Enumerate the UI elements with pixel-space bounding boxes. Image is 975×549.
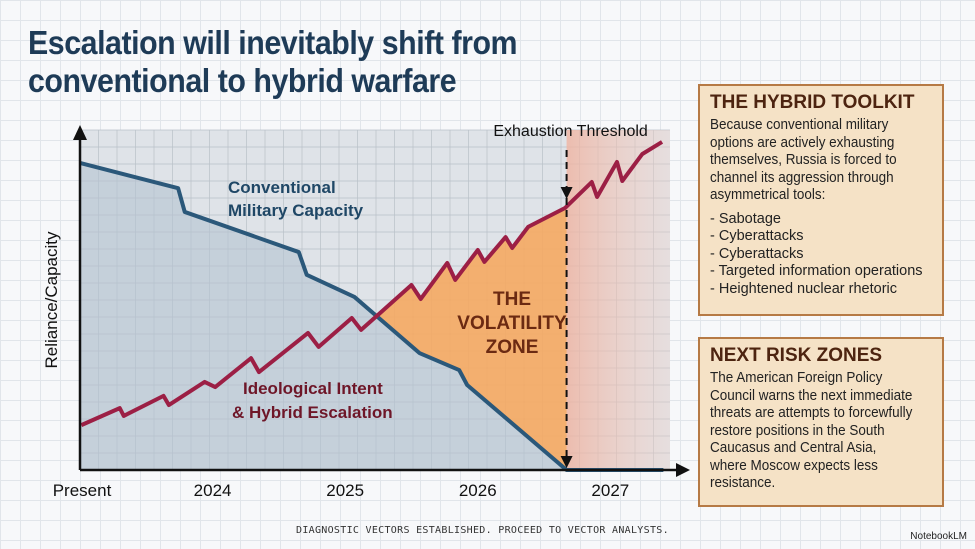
volatility-zone xyxy=(376,206,567,470)
volatility-zone-label: THE xyxy=(493,289,531,310)
x-tick-label: 2026 xyxy=(459,481,497,500)
toolkit-panel: THE HYBRID TOOLKIT Because conventional … xyxy=(698,84,944,316)
x-tick-label: 2027 xyxy=(591,481,629,500)
arrow-up-icon xyxy=(73,125,87,140)
toolkit-item: - Sabotage xyxy=(710,210,781,227)
hybrid-series-label: Ideological Intent xyxy=(243,379,383,398)
footer-status: DIAGNOSTIC VECTORS ESTABLISHED. PROCEED … xyxy=(296,525,669,536)
toolkit-body: Because conventional military options ar… xyxy=(710,117,897,203)
risk-body: The American Foreign Policy Council warn… xyxy=(710,370,913,491)
x-tick-label: 2024 xyxy=(194,481,232,500)
x-tick-label: 2025 xyxy=(326,481,364,500)
risk-heading: NEXT RISK ZONES xyxy=(710,345,883,366)
toolkit-item: - Targeted information operations xyxy=(710,263,923,279)
conventional-series-label: Military Capacity xyxy=(228,201,364,220)
arrow-down-icon xyxy=(560,187,573,199)
arrow-down-icon xyxy=(560,456,573,468)
toolkit-item: - Cyberattacks xyxy=(710,245,804,262)
conventional-capacity-line xyxy=(79,161,664,472)
conventional-area xyxy=(80,162,567,471)
arrow-right-icon xyxy=(676,463,690,477)
volatility-zone-label: ZONE xyxy=(486,337,539,358)
y-axis-label: Reliance/Capacity xyxy=(42,231,61,369)
risk-panel: NEXT RISK ZONES The American Foreign Pol… xyxy=(698,337,944,507)
toolkit-list: - Sabotage - Cyberattacks - Cyberattacks - … xyxy=(710,211,932,299)
volatility-zone-label: VOLATILITY xyxy=(457,313,567,334)
x-tick-label: Present xyxy=(53,481,112,500)
page-title: Escalation will inevitably shift from co… xyxy=(28,24,518,99)
toolkit-heading: THE HYBRID TOOLKIT xyxy=(710,92,915,113)
post-threshold-area xyxy=(566,130,670,470)
threshold-label: Exhaustion Threshold xyxy=(493,123,647,140)
toolkit-item: - Heightened nuclear rhetoric xyxy=(710,280,897,297)
brand-logo: NotebookLM xyxy=(910,531,967,542)
hybrid-series-label: & Hybrid Escalation xyxy=(232,403,393,422)
toolkit-item: - Cyberattacks xyxy=(710,228,804,244)
hybrid-escalation-line xyxy=(80,140,664,427)
conventional-series-label: Conventional xyxy=(228,178,336,197)
